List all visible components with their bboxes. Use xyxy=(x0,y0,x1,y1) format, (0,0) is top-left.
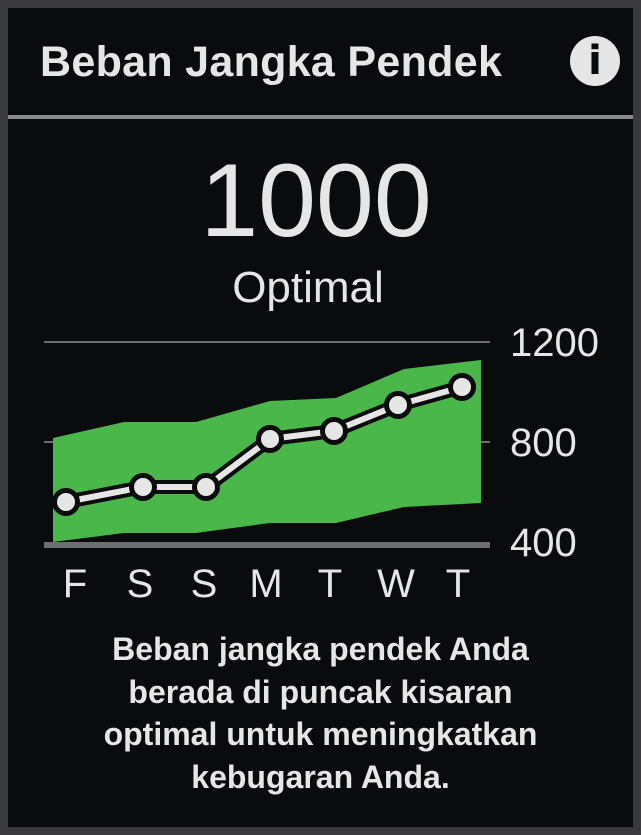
data-point xyxy=(129,473,157,501)
description-line: kebugaran Anda. xyxy=(191,758,450,795)
load-value: 1000 xyxy=(200,143,432,259)
x-tick-label: S xyxy=(127,562,154,606)
description-line: optimal untuk meningkatkan xyxy=(103,716,538,752)
x-tick-label: W xyxy=(377,562,415,606)
description-line: berada di puncak kisaran xyxy=(128,673,513,710)
data-point xyxy=(52,488,80,516)
data-point xyxy=(192,473,220,501)
data-point xyxy=(448,373,476,401)
info-icon[interactable]: i xyxy=(570,36,620,86)
y-tick-label: 400 xyxy=(510,521,577,565)
x-tick-label: S xyxy=(191,562,218,606)
description-line: Beban jangka pendek Anda xyxy=(112,631,529,667)
y-tick-label: 1200 xyxy=(510,321,599,365)
x-tick-label: T xyxy=(318,562,342,606)
x-tick-label: T xyxy=(446,562,470,606)
x-tick-label: M xyxy=(249,562,282,606)
y-tick-label: 800 xyxy=(510,421,577,465)
load-status: Optimal xyxy=(232,263,384,312)
data-point xyxy=(384,391,412,419)
data-point xyxy=(256,425,284,453)
divider xyxy=(8,115,633,119)
description: Beban jangka pendek Anda berada di punca… xyxy=(8,628,633,798)
data-point xyxy=(320,417,348,445)
x-tick-label: F xyxy=(63,562,87,606)
screen: Beban Jangka Pendek i 1000 Optimal Beban… xyxy=(8,8,633,827)
page-title: Beban Jangka Pendek xyxy=(40,38,503,86)
